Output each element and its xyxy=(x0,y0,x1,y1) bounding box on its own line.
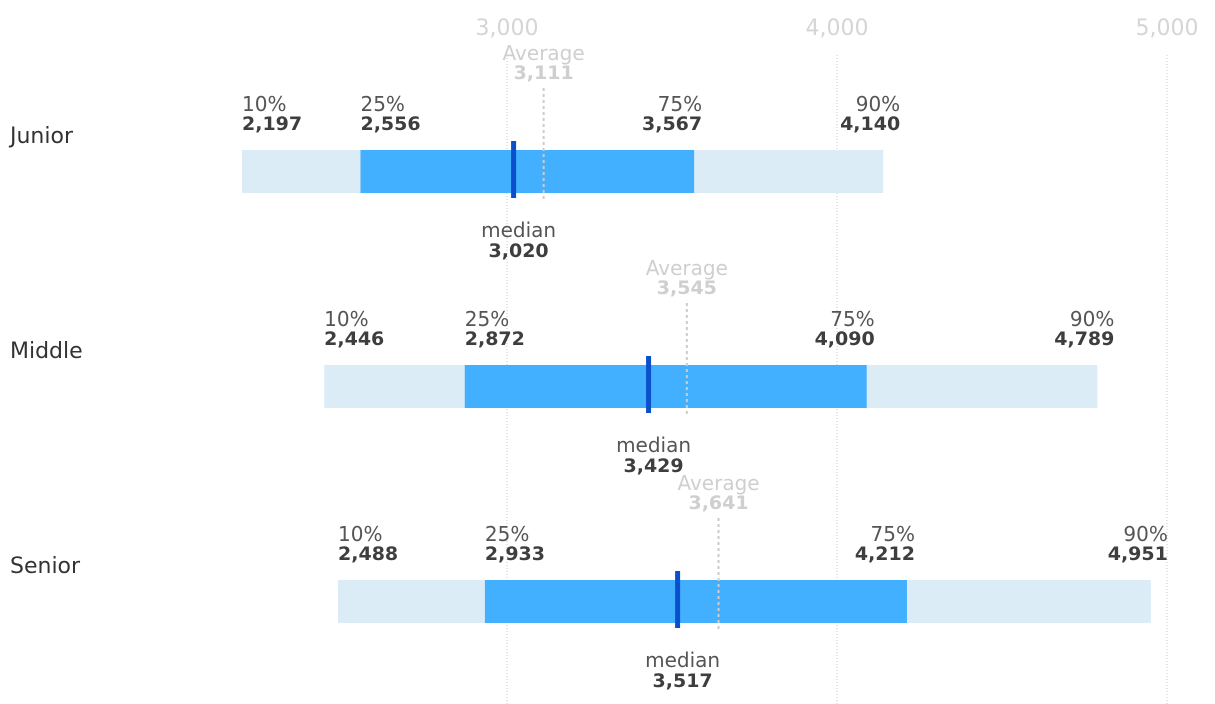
average-label: Average xyxy=(503,41,585,65)
median-value-senior: 3,517 xyxy=(653,670,713,692)
p90-label: 90% xyxy=(1070,307,1114,331)
median-label: median xyxy=(645,648,720,672)
p10-value-middle: 2,446 xyxy=(324,328,384,350)
labels-layer: 3,000 4,000 5,000JuniorAverage3,11110%2,19… xyxy=(8,16,1198,692)
p75-value-senior: 4,212 xyxy=(855,543,915,565)
p25-p75-bar-senior xyxy=(484,580,907,623)
p90-value-senior: 4,951 xyxy=(1108,543,1168,565)
p10-label: 10% xyxy=(242,92,286,116)
p10-value-junior: 2,197 xyxy=(242,113,302,135)
median-marker-senior xyxy=(675,571,681,628)
p10-label: 10% xyxy=(338,522,382,546)
p25-label: 25% xyxy=(360,92,404,116)
p25-value-senior: 2,933 xyxy=(485,543,545,565)
p25-value-middle: 2,872 xyxy=(465,328,525,350)
p25-p75-bar-junior xyxy=(360,150,695,193)
average-label: Average xyxy=(677,471,759,495)
row-label-middle: Middle xyxy=(10,339,83,364)
x-tick-label: 5,000 xyxy=(1136,16,1199,41)
p25-p75-bar-middle xyxy=(464,365,867,408)
p25-label: 25% xyxy=(485,522,529,546)
x-tick-label: 3,000 xyxy=(476,16,539,41)
p90-label: 90% xyxy=(856,92,900,116)
median-label: median xyxy=(481,218,556,242)
median-label: median xyxy=(616,433,691,457)
p10-value-senior: 2,488 xyxy=(338,543,398,565)
row-label-senior: Senior xyxy=(10,554,81,579)
median-value-junior: 3,020 xyxy=(489,240,549,262)
median-marker-middle xyxy=(646,356,652,413)
p90-label: 90% xyxy=(1123,522,1167,546)
x-tick-label: 4,000 xyxy=(806,16,869,41)
row-label-junior: Junior xyxy=(8,124,74,149)
p90-value-junior: 4,140 xyxy=(840,113,900,135)
p25-label: 25% xyxy=(465,307,509,331)
p75-value-junior: 3,567 xyxy=(642,113,702,135)
median-value-middle: 3,429 xyxy=(624,455,684,477)
p75-label: 75% xyxy=(830,307,874,331)
average-value-middle: 3,545 xyxy=(657,277,717,299)
p10-label: 10% xyxy=(324,307,368,331)
p90-value-middle: 4,789 xyxy=(1054,328,1114,350)
average-label: Average xyxy=(646,256,728,280)
p75-label: 75% xyxy=(871,522,915,546)
bars-layer xyxy=(242,88,1151,632)
p25-value-junior: 2,556 xyxy=(360,113,420,135)
p75-value-middle: 4,090 xyxy=(815,328,875,350)
p75-label: 75% xyxy=(658,92,702,116)
average-value-senior: 3,641 xyxy=(688,492,748,514)
median-marker-junior xyxy=(511,141,517,198)
average-value-junior: 3,111 xyxy=(514,62,574,84)
